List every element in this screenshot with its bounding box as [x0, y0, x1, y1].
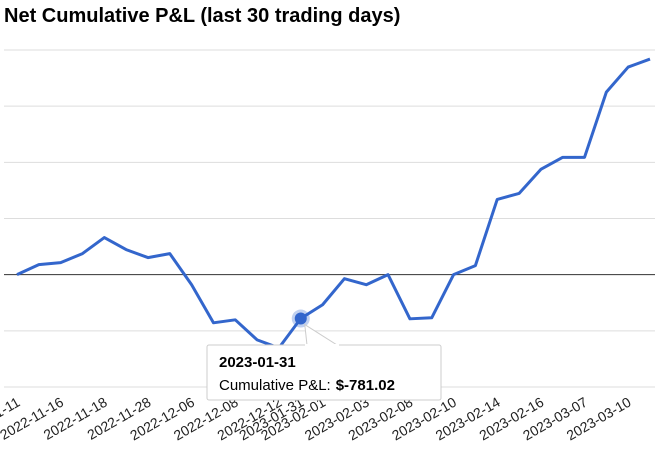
hover-point: [294, 312, 307, 325]
tooltip-label: Cumulative P&L:: [219, 377, 331, 394]
tooltip-value: $-781.02: [336, 377, 395, 394]
tooltip-text: Cumulative P&L: $-781.02: [219, 377, 395, 394]
chart-title: Net Cumulative P&L (last 30 trading days…: [4, 5, 400, 27]
tooltip: 2023-01-31 Cumulative P&L: $-781.02: [206, 323, 442, 401]
tooltip-pointer: [304, 323, 339, 346]
tooltip-date: 2023-01-31: [219, 354, 296, 371]
line-series: [16, 57, 651, 350]
tooltip-cover: [305, 344, 339, 347]
